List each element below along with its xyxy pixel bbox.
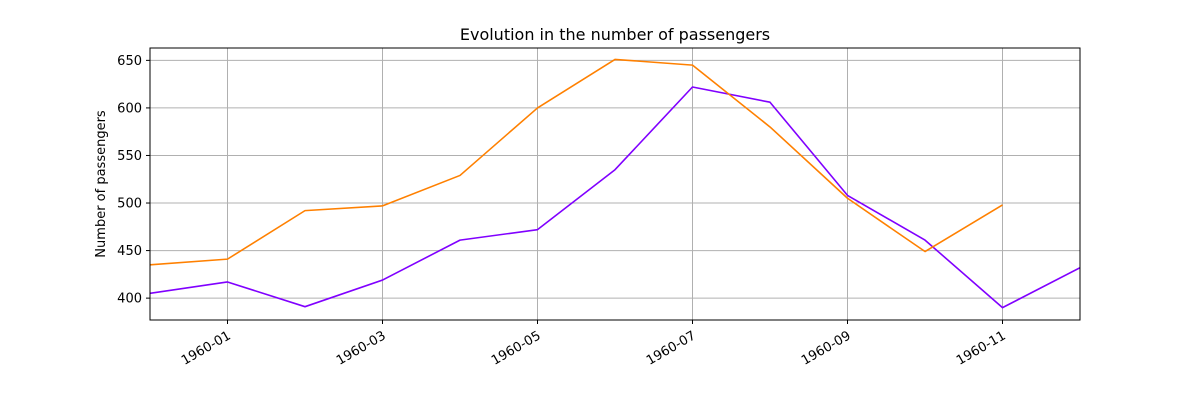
y-tick-label: 550 xyxy=(117,149,142,164)
x-tick-label: 1960-01 xyxy=(179,328,234,368)
x-tick-label: 1960-05 xyxy=(489,328,544,368)
y-tick-label: 400 xyxy=(117,292,142,307)
x-tick-label: 1960-11 xyxy=(954,328,1009,368)
chart-title: Evolution in the number of passengers xyxy=(460,25,770,44)
x-tick-label: 1960-09 xyxy=(799,328,854,368)
series-lines xyxy=(150,58,1080,309)
x-tick-label: 1960-03 xyxy=(334,328,389,368)
series-line-2 xyxy=(150,58,1003,266)
y-tick-label: 500 xyxy=(117,197,142,212)
y-tick-label: 600 xyxy=(117,101,142,116)
y-axis-label: Number of passengers xyxy=(94,110,109,258)
grid-lines xyxy=(150,48,1080,320)
series-line-1 xyxy=(150,86,1080,309)
plot-area-frame xyxy=(149,47,1081,321)
y-tick-label: 450 xyxy=(117,244,142,259)
x-tick-label: 1960-07 xyxy=(644,328,699,368)
y-tick-label: 650 xyxy=(117,54,142,69)
